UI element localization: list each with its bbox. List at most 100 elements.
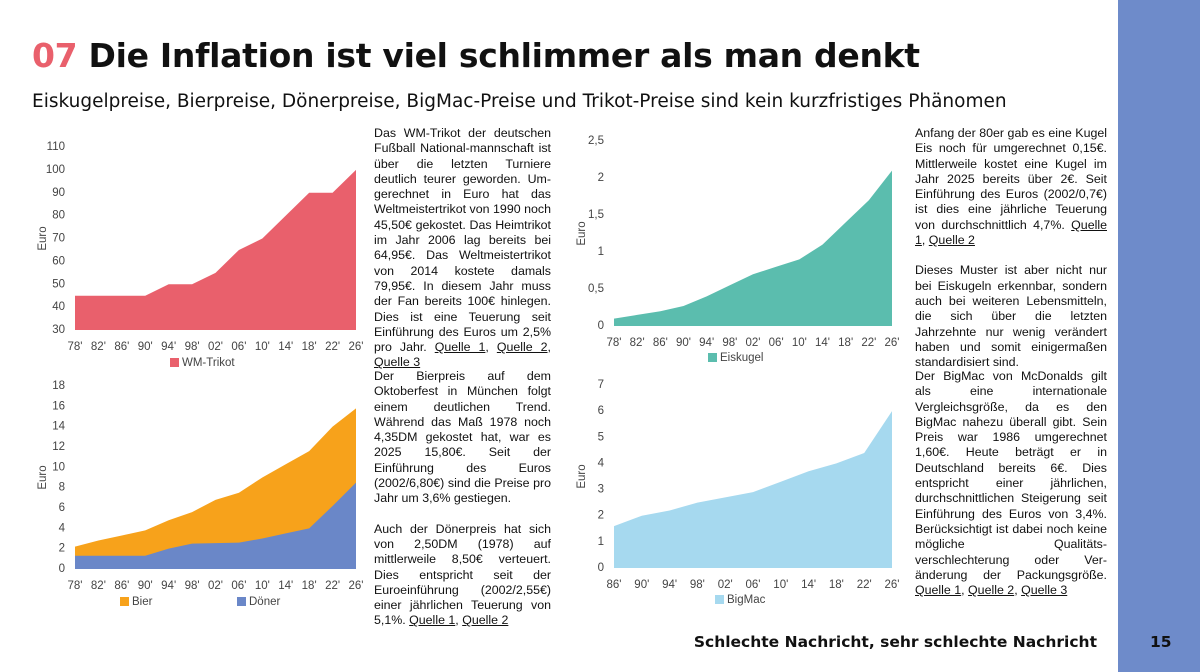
area: [614, 411, 892, 568]
y-tick-label: 1,5: [588, 209, 604, 221]
x-tick-label: 02': [718, 579, 733, 591]
x-tick-label: 78': [68, 580, 83, 592]
x-tick-label: 82': [91, 341, 106, 353]
y-axis-label: Euro: [37, 465, 49, 489]
x-tick-label: 22': [861, 337, 876, 349]
y-tick-label: 16: [52, 400, 65, 412]
y-tick-label: 1: [598, 536, 604, 548]
x-tick-label: 90': [138, 341, 153, 353]
x-tick-label: 14': [801, 579, 816, 591]
x-tick-label: 10': [792, 337, 807, 349]
legend-swatch: [170, 358, 179, 367]
legend-label: BigMac: [727, 594, 766, 606]
y-tick-label: 18: [52, 380, 65, 392]
y-tick-label: 2: [598, 510, 604, 522]
area: [75, 169, 356, 330]
x-tick-label: 02': [746, 337, 761, 349]
source-link[interactable]: Quelle 2: [496, 340, 548, 355]
x-tick-label: 94': [161, 341, 176, 353]
x-tick-label: 86': [653, 337, 668, 349]
y-tick-label: 1: [598, 246, 604, 258]
y-tick-label: 80: [52, 210, 65, 222]
x-tick-label: 18': [838, 337, 853, 349]
source-link[interactable]: Quelle 2: [462, 613, 509, 628]
source-link[interactable]: Quelle 1: [434, 340, 486, 355]
x-tick-label: 06': [231, 580, 246, 592]
x-tick-label: 78': [607, 337, 622, 349]
paragraph-text: Der BigMac von McDonalds gilt als eine i…: [915, 369, 1107, 582]
x-tick-label: 94': [699, 337, 714, 349]
x-tick-label: 82': [91, 580, 106, 592]
y-tick-label: 14: [52, 421, 65, 433]
y-tick-label: 12: [52, 441, 65, 453]
y-axis-label: Euro: [576, 221, 588, 245]
y-tick-label: 10: [52, 461, 65, 473]
y-tick-label: 2: [598, 172, 604, 184]
x-tick-label: 02': [208, 580, 223, 592]
x-tick-label: 22': [857, 579, 872, 591]
y-tick-label: 4: [59, 522, 66, 534]
x-tick-label: 06': [231, 341, 246, 353]
x-tick-label: 18': [302, 341, 317, 353]
text-column: Das WM-Trikot der deutschen Fußball Nati…: [374, 126, 551, 386]
x-tick-label: 98': [185, 341, 200, 353]
page-number: 15: [1150, 633, 1172, 651]
x-tick-label: 86': [607, 579, 622, 591]
source-link[interactable]: Quelle 2: [928, 233, 975, 248]
y-tick-label: 0: [598, 320, 604, 332]
y-tick-label: 0: [59, 563, 65, 575]
paragraph: Der BigMac von McDonalds gilt als eine i…: [915, 369, 1107, 598]
text-column: Der BigMac von McDonalds gilt als eine i…: [915, 369, 1107, 613]
x-tick-label: 10': [255, 580, 270, 592]
paragraph-text: Das WM-Trikot der deutschen Fußball Nati…: [374, 126, 551, 355]
y-tick-label: 8: [59, 482, 65, 494]
x-tick-label: 10': [255, 341, 270, 353]
area: [75, 482, 356, 569]
paragraph-text: Dieses Muster ist aber nicht nur bei Eis…: [915, 263, 1107, 370]
slide-number: 07: [32, 36, 78, 75]
x-tick-label: 78': [68, 341, 83, 353]
x-tick-label: 14': [815, 337, 830, 349]
y-axis-label: Euro: [576, 464, 588, 488]
x-tick-label: 22': [325, 580, 340, 592]
side-bar: [1118, 0, 1200, 672]
slide-title: 07 Die Inflation ist viel schlimmer als …: [32, 36, 920, 75]
x-tick-label: 98': [185, 580, 200, 592]
separator: ,: [961, 583, 969, 598]
x-tick-label: 26': [885, 579, 900, 591]
x-tick-label: 98': [722, 337, 737, 349]
separator: ,: [455, 613, 463, 628]
x-tick-label: 14': [278, 341, 293, 353]
paragraph: Anfang der 80er gab es eine Kugel Eis no…: [915, 126, 1107, 248]
y-tick-label: 40: [52, 301, 65, 313]
source-link[interactable]: Quelle 1: [915, 583, 962, 598]
separator: ,: [547, 340, 551, 355]
area: [614, 170, 892, 326]
source-link[interactable]: Quelle 2: [968, 583, 1015, 598]
x-tick-label: 86': [114, 580, 129, 592]
paragraph: Dieses Muster ist aber nicht nur bei Eis…: [915, 263, 1107, 370]
paragraph-text: Der Bierpreis auf dem Oktoberfest in Mün…: [374, 369, 551, 506]
source-link[interactable]: Quelle 3: [1021, 583, 1068, 598]
x-tick-label: 82': [630, 337, 645, 349]
x-tick-label: 26': [349, 580, 364, 592]
legend-swatch: [715, 595, 724, 604]
source-link[interactable]: Quelle 1: [915, 217, 1107, 248]
y-tick-label: 3: [598, 484, 604, 496]
x-tick-label: 26': [885, 337, 900, 349]
legend-swatch: [708, 353, 717, 362]
x-tick-label: 22': [325, 341, 340, 353]
legend-label: Bier: [132, 596, 153, 608]
y-tick-label: 6: [59, 502, 65, 514]
source-link[interactable]: Quelle 3: [374, 355, 421, 370]
legend-swatch: [237, 597, 246, 606]
x-tick-label: 10': [773, 579, 788, 591]
text-column: Der Bierpreis auf dem Oktoberfest in Mün…: [374, 369, 551, 644]
y-tick-label: 0,5: [588, 283, 604, 295]
x-tick-label: 94': [662, 579, 677, 591]
y-tick-label: 6: [598, 405, 604, 417]
source-link[interactable]: Quelle 1: [409, 613, 456, 628]
paragraph: Der Bierpreis auf dem Oktoberfest in Mün…: [374, 369, 551, 507]
